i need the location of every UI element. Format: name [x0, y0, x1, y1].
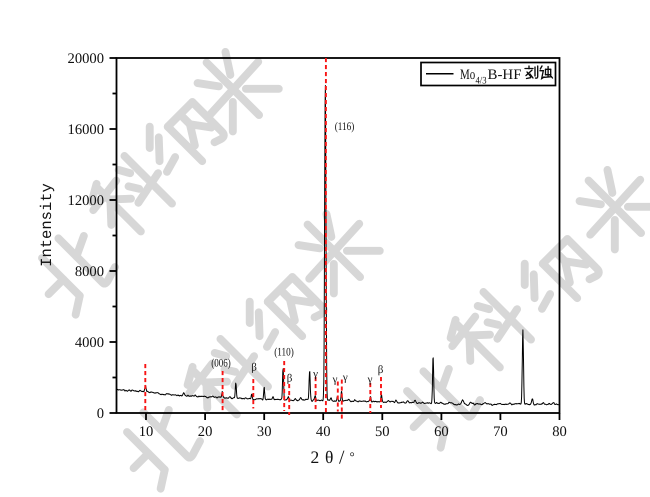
svg-text:θ: θ — [325, 447, 333, 467]
svg-text:50: 50 — [375, 424, 390, 440]
svg-text:γ: γ — [332, 374, 338, 386]
svg-text:80: 80 — [552, 424, 567, 440]
svg-text:4000: 4000 — [75, 335, 104, 351]
svg-text:16000: 16000 — [68, 122, 104, 138]
svg-text:γ: γ — [312, 368, 318, 380]
svg-text:β: β — [251, 362, 257, 374]
svg-text:β: β — [378, 364, 384, 376]
svg-text:20: 20 — [198, 424, 213, 440]
svg-text:(110): (110) — [274, 347, 294, 359]
svg-text:B-HF: B-HF — [488, 67, 522, 83]
svg-text:60: 60 — [434, 424, 449, 440]
svg-text:30: 30 — [257, 424, 272, 440]
svg-text:70: 70 — [493, 424, 508, 440]
svg-text:Mo: Mo — [460, 67, 475, 83]
svg-text:20000: 20000 — [68, 51, 104, 67]
svg-text:2: 2 — [311, 447, 320, 467]
svg-text:0: 0 — [97, 406, 104, 422]
svg-text:γ: γ — [342, 372, 348, 384]
svg-text:Intensity: Intensity — [38, 183, 56, 267]
svg-text:γ: γ — [367, 374, 373, 386]
svg-text:°: ° — [350, 449, 355, 464]
svg-text:8000: 8000 — [75, 264, 104, 280]
svg-text:(006): (006) — [211, 358, 231, 370]
svg-text:/: / — [339, 448, 345, 469]
svg-text:β: β — [287, 373, 293, 385]
svg-text:12000: 12000 — [68, 193, 104, 209]
svg-text:40: 40 — [316, 424, 331, 440]
svg-text:10: 10 — [139, 424, 154, 440]
svg-text:4/3: 4/3 — [476, 76, 487, 87]
svg-text:(116): (116) — [335, 121, 355, 133]
